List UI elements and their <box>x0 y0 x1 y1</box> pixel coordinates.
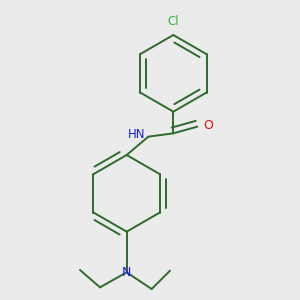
Text: N: N <box>122 266 131 279</box>
Text: Cl: Cl <box>167 15 179 28</box>
Text: HN: HN <box>128 128 146 142</box>
Text: O: O <box>203 119 213 133</box>
